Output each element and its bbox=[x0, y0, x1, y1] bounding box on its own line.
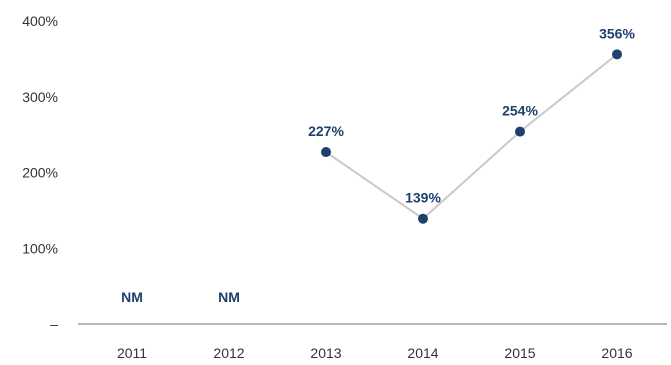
x-tick-label: 2012 bbox=[213, 345, 244, 361]
x-tick-label: 2016 bbox=[601, 345, 632, 361]
data-label: 254% bbox=[502, 103, 538, 119]
series-polyline bbox=[325, 53, 618, 220]
data-label: 139% bbox=[405, 190, 441, 206]
data-point bbox=[321, 147, 331, 158]
data-label: 227% bbox=[308, 123, 344, 139]
x-tick-label: 2013 bbox=[310, 345, 341, 361]
y-tick-label: – bbox=[50, 316, 58, 332]
series-points bbox=[321, 49, 622, 224]
y-tick-label: 100% bbox=[22, 240, 58, 256]
x-tick-label: 2015 bbox=[504, 345, 535, 361]
data-point bbox=[515, 126, 525, 137]
data-label: NM bbox=[121, 289, 143, 305]
x-tick-label: 2014 bbox=[407, 345, 438, 361]
x-tick-label: 2011 bbox=[117, 345, 147, 361]
data-labels: NM NM 227% 139% 254% 356% bbox=[121, 25, 635, 305]
data-point bbox=[418, 213, 428, 224]
y-tick-label: 200% bbox=[22, 165, 58, 181]
y-tick-label: 300% bbox=[22, 89, 58, 105]
data-point bbox=[612, 49, 622, 60]
series-line bbox=[325, 53, 618, 220]
data-label: NM bbox=[218, 289, 240, 305]
x-axis: 2011 2012 2013 2014 2015 2016 bbox=[117, 345, 633, 361]
data-label: 356% bbox=[599, 25, 635, 41]
y-tick-label: 400% bbox=[22, 13, 58, 29]
y-axis: – 100% 200% 300% 400% bbox=[22, 13, 58, 332]
